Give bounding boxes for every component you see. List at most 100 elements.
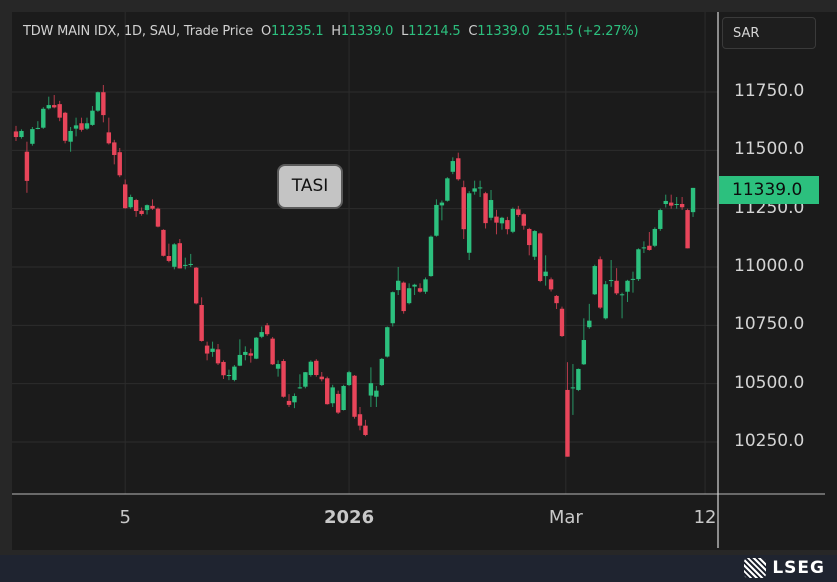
candle-up (183, 264, 188, 266)
candle-up (510, 208, 516, 232)
candle-up (30, 129, 35, 144)
candle-up (330, 387, 335, 404)
candle-up (341, 385, 346, 411)
candle-down (461, 187, 466, 230)
candle-up (619, 294, 625, 296)
candle-up (243, 351, 248, 355)
candle-down (52, 105, 57, 108)
candle-up (390, 292, 395, 324)
candle-down (314, 360, 319, 376)
candle-up (374, 390, 379, 397)
candle-up (237, 354, 243, 366)
candle-up (488, 200, 494, 218)
footer-bar: LSEG (0, 555, 837, 582)
candle-down (221, 361, 226, 376)
price-tick-label: 10500.0 (734, 372, 805, 393)
candle-down (286, 400, 292, 405)
candle-up (466, 193, 472, 253)
change-value: 251.5 (+2.27%) (537, 24, 639, 39)
candle-up (275, 364, 281, 369)
candle-down (24, 151, 30, 181)
candle-up (144, 205, 150, 211)
candle-up (652, 228, 658, 246)
candle-down (150, 205, 155, 209)
candle-down (13, 131, 19, 138)
candle-down (417, 288, 423, 292)
candle-down (123, 184, 128, 209)
candle-up (90, 110, 95, 125)
candle-up (35, 127, 41, 129)
high-value: 11339.0 (340, 24, 394, 39)
candle-down (494, 216, 499, 223)
close-label: C (468, 24, 478, 39)
candle-up (499, 217, 505, 224)
candle-down (548, 279, 554, 290)
candle-down (281, 361, 286, 397)
candle-down (161, 229, 166, 256)
candle-down (669, 202, 674, 206)
candle-up (226, 375, 232, 377)
symbol-label: TDW MAIN IDX, 1D, SAU, Trade Price (23, 24, 254, 39)
candle-up (570, 387, 576, 389)
candle-up (543, 271, 548, 277)
candle-up (603, 284, 608, 319)
candle-up (379, 358, 385, 386)
candle-up (412, 284, 417, 287)
close-value: 11339.0 (477, 24, 530, 39)
candle-up (592, 266, 597, 295)
currency-selector[interactable]: SAR (722, 17, 816, 49)
candle-up (423, 279, 428, 292)
candle-down (117, 152, 122, 176)
candle-down (133, 200, 139, 211)
candle-down (101, 92, 106, 116)
candle-up (658, 210, 663, 229)
candle-up (346, 372, 352, 386)
candle-up (68, 130, 73, 142)
candle-down (647, 245, 652, 250)
candle-up (95, 92, 101, 111)
price-tick-label: 11000.0 (734, 255, 805, 276)
candle-up (625, 280, 630, 292)
candle-up (477, 187, 483, 189)
candle-up (210, 348, 215, 352)
time-tick-label: 12 (693, 507, 717, 528)
candle-up (368, 383, 374, 396)
candle-up (630, 278, 636, 280)
candle-up (663, 200, 668, 204)
candle-down (483, 193, 488, 224)
candle-down (679, 203, 685, 208)
brand-text: LSEG (772, 558, 825, 578)
candle-up (128, 196, 133, 208)
candle-up (445, 178, 450, 201)
candle-up (385, 327, 390, 357)
candle-down (527, 228, 532, 246)
high-label: H (331, 24, 341, 39)
candle-down (685, 210, 690, 249)
candle-up (532, 231, 537, 257)
candle-up (690, 187, 696, 213)
candle-up (172, 244, 177, 267)
candle-down (565, 389, 570, 457)
candle-up (84, 123, 90, 129)
price-tick-label: 11750.0 (734, 81, 805, 101)
candle-down (516, 209, 521, 215)
time-tick-label: 5 (119, 507, 131, 528)
candle-down (62, 112, 68, 141)
tasi-annotation[interactable]: TASI (277, 164, 343, 209)
price-tick-label: 10250.0 (734, 430, 805, 451)
candle-down (112, 142, 117, 155)
candle-up (396, 280, 401, 291)
price-tick-label: 10750.0 (734, 314, 805, 335)
candle-down (614, 280, 619, 294)
candle-up (587, 320, 592, 328)
open-label: O (260, 24, 272, 39)
candle-up (608, 280, 614, 282)
candle-down (155, 208, 161, 227)
candle-down (264, 325, 270, 335)
candle-up (450, 161, 455, 172)
ohlc-legend: TDW MAIN IDX, 1D, SAU, Trade Price O1123… (23, 24, 639, 39)
candle-down (335, 393, 341, 413)
candle-down (215, 349, 221, 364)
low-value: 11214.5 (408, 24, 461, 39)
